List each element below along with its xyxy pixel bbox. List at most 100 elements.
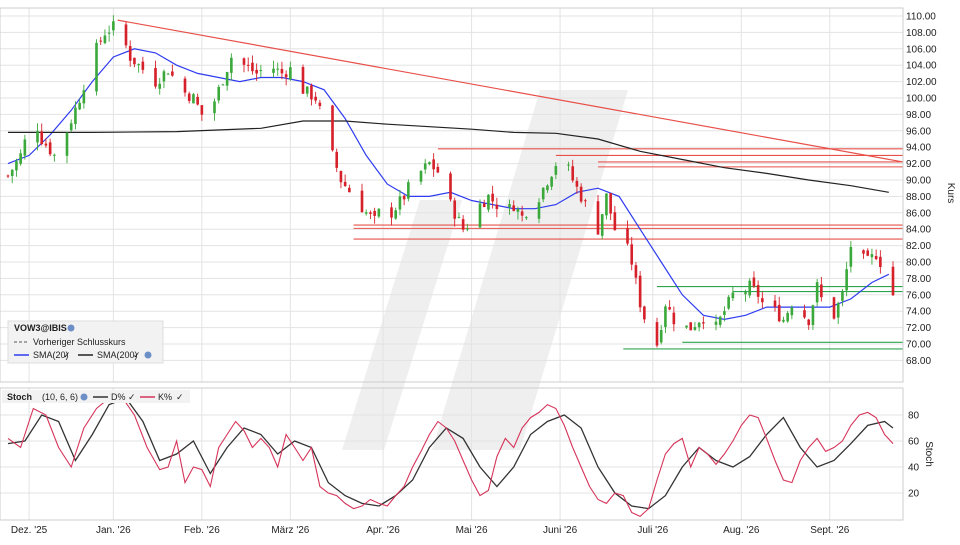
candle-body — [773, 300, 777, 307]
candle-body — [803, 310, 806, 318]
main-legend: VOW3@IBIS Vorheriger Schlusskurs SMA(20)… — [7, 320, 164, 364]
candle-body — [849, 246, 853, 267]
check-icon[interactable]: ✓ — [128, 392, 136, 402]
y-tick-label: 78.00 — [906, 274, 931, 285]
candle-body — [402, 195, 406, 200]
y-tick-label: 72.00 — [906, 323, 931, 334]
candle-body — [731, 292, 735, 299]
candle-body — [790, 307, 794, 316]
y-tick-label: 92.00 — [906, 159, 931, 170]
candle-body — [78, 102, 81, 110]
candle-body — [158, 83, 162, 89]
candle-body — [643, 306, 646, 320]
candle-body — [874, 256, 878, 260]
candle-body — [432, 159, 435, 170]
candle-body — [36, 130, 39, 143]
info-icon[interactable] — [80, 393, 88, 401]
candle-body — [314, 96, 317, 101]
candle-body — [65, 132, 69, 156]
y-tick-label: 94.00 — [906, 143, 931, 154]
candle-body — [815, 282, 819, 303]
info-icon[interactable] — [67, 324, 75, 332]
candle-body — [398, 196, 402, 210]
candle-body — [436, 166, 440, 173]
candle-body — [512, 205, 516, 211]
candle-body — [107, 32, 111, 34]
legend-sma200: SMA(200) — [97, 350, 138, 360]
candle-body — [99, 40, 103, 42]
candle-body — [546, 185, 549, 191]
stochastic-lines — [7, 396, 894, 518]
candle-body — [525, 217, 528, 219]
candle-body — [305, 86, 309, 94]
candle-body — [192, 94, 195, 104]
candle-body — [103, 35, 107, 44]
candle-body — [702, 322, 705, 324]
candle-body — [554, 166, 558, 175]
y-tick-label: 20 — [908, 489, 920, 500]
candle-body — [242, 58, 246, 65]
candle-body — [339, 170, 343, 183]
candle-body — [377, 208, 381, 217]
candle-body — [630, 244, 634, 265]
candle-body — [811, 305, 815, 325]
candle-body — [596, 201, 600, 235]
candle-body — [466, 228, 469, 230]
y-tick-label: 84.00 — [906, 225, 931, 236]
stoch-d-label: D% — [111, 392, 126, 402]
stoch-k-line — [7, 396, 894, 518]
axes: Dez. '25 Jan. '26 Feb. '26 März '26 Apr. '26… — [0, 7, 956, 536]
candle-body — [318, 102, 322, 106]
y-tick-label: 100.00 — [906, 94, 937, 105]
candle-body — [6, 175, 10, 177]
check-icon[interactable]: ✓ — [63, 350, 71, 360]
candle-body — [723, 311, 726, 316]
check-icon[interactable]: ✓ — [176, 392, 184, 402]
candle-body — [862, 250, 865, 254]
stoch-params: (10, 6, 6) — [42, 392, 78, 402]
candle-body — [744, 292, 747, 295]
candle-body — [836, 303, 840, 318]
candle-body — [53, 154, 56, 156]
y-tick-label: 104.00 — [906, 61, 937, 72]
candle-body — [10, 169, 14, 176]
candle-body — [457, 216, 461, 218]
candle-body — [19, 153, 22, 164]
candle-body — [567, 164, 570, 166]
candle-body — [626, 228, 629, 244]
sma200-line — [8, 120, 889, 193]
candle-body — [255, 69, 258, 74]
x-tick-label: Jan. '26 — [96, 525, 131, 536]
y-tick-label: 86.00 — [906, 208, 931, 219]
candle-body — [225, 72, 229, 86]
candle-body — [137, 64, 140, 66]
candle-body — [659, 330, 663, 343]
x-tick-label: Juni '26 — [543, 525, 578, 536]
x-tick-label: Mai '26 — [456, 525, 488, 536]
candle-body — [272, 68, 275, 73]
check-icon[interactable]: ✓ — [133, 350, 141, 360]
candle-body — [638, 275, 642, 308]
candle-body — [482, 203, 486, 208]
settings-icon[interactable] — [144, 351, 152, 359]
candle-body — [419, 171, 423, 182]
y-tick-label: 60 — [908, 437, 920, 448]
candle-body — [423, 163, 427, 170]
candle-body — [280, 69, 284, 74]
candle-body — [685, 325, 688, 328]
candle-body — [40, 131, 44, 144]
y-tick-label: 106.00 — [906, 44, 937, 55]
candle-body — [128, 46, 132, 61]
x-tick-label: Dez. '25 — [11, 525, 48, 536]
stoch-frame — [0, 387, 904, 521]
legend-ticker: VOW3@IBIS — [14, 323, 67, 333]
candle-body — [44, 143, 48, 146]
candle-body — [331, 105, 334, 151]
candle-body — [200, 105, 204, 115]
candle-body — [571, 166, 575, 181]
candle-body — [891, 266, 895, 296]
candle-body — [718, 316, 722, 325]
y-tick-label: 88.00 — [906, 192, 931, 203]
y-tick-label: 74.00 — [906, 307, 931, 318]
